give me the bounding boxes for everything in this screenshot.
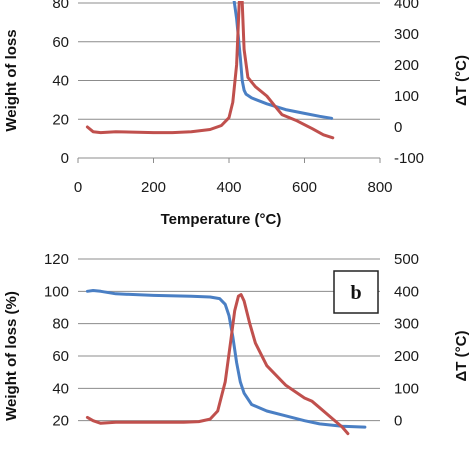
y-axis-label: Weight of loss (%) <box>3 291 20 421</box>
x-axis-label: Temperature (°C) <box>161 211 282 228</box>
y-tick-label: 0 <box>61 150 69 167</box>
y2-tick-label: 500 <box>394 251 419 268</box>
y-tick-label: 60 <box>52 348 69 365</box>
y-tick-label: 20 <box>52 413 69 430</box>
y2-tick-label: 400 <box>394 283 419 300</box>
dta-series-line <box>85 1 335 140</box>
x-tick-label: 600 <box>292 179 317 196</box>
panel-label-box <box>333 270 379 314</box>
y2-tick-label: 100 <box>394 380 419 397</box>
panel-b-chart: 20 40 60 80 100 120 0 100 200 300 400 500 Weight of … <box>3 251 470 436</box>
y2-tick-label: 400 <box>394 0 419 12</box>
y2-tick-label: 0 <box>394 119 402 136</box>
dta-series-line <box>85 293 350 436</box>
y-tick-label: 80 <box>52 316 69 333</box>
y2-axis-label: ΔT (°C) <box>453 331 470 382</box>
y2-tick-label: 200 <box>394 348 419 365</box>
weight-loss-series-line <box>232 1 334 120</box>
x-tick-label: 800 <box>367 179 392 196</box>
y2-tick-label: 0 <box>394 413 402 430</box>
panel-label: b <box>350 282 361 304</box>
y-tick-label: 60 <box>52 34 69 51</box>
y-tick-label: 40 <box>52 73 69 90</box>
weight-loss-series-line <box>85 289 367 429</box>
y-tick-label: 100 <box>44 283 69 300</box>
y-tick-label: 80 <box>52 0 69 12</box>
y2-tick-label: -100 <box>394 150 424 167</box>
y-tick-label: 40 <box>52 380 69 397</box>
y-tick-label: 120 <box>44 251 69 268</box>
y2-tick-label: 300 <box>394 316 419 333</box>
y2-tick-label: 200 <box>394 57 419 74</box>
x-tick-label: 400 <box>216 179 241 196</box>
y2-tick-label: 100 <box>394 88 419 105</box>
x-tick-label: 200 <box>141 179 166 196</box>
y2-tick-label: 300 <box>394 26 419 43</box>
y2-axis-label: ΔT (°C) <box>453 55 470 106</box>
x-tick-label: 0 <box>74 179 82 196</box>
y-tick-label: 20 <box>52 111 69 128</box>
panel-a-chart: 0 20 40 60 80 -100 0 100 200 300 400 0 200 400 600 800 T… <box>3 0 470 228</box>
y-axis-label: Weight of loss <box>3 29 20 131</box>
